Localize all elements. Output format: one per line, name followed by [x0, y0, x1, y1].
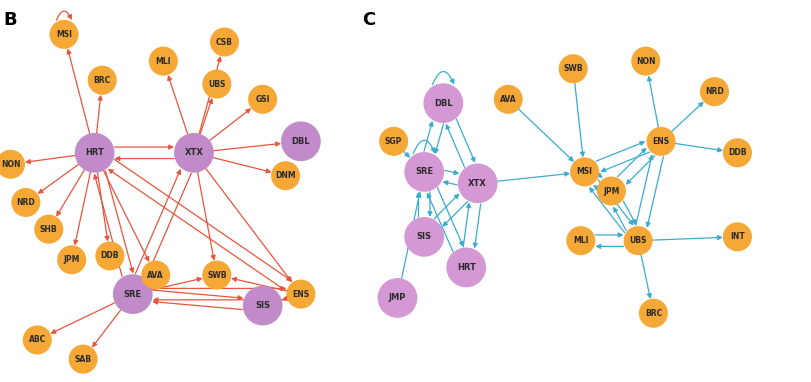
Text: XTX: XTX: [184, 148, 203, 157]
Text: DBL: DBL: [433, 99, 452, 108]
Text: INT: INT: [729, 232, 744, 241]
FancyArrowPatch shape: [413, 140, 434, 154]
Text: MSI: MSI: [576, 167, 592, 176]
Circle shape: [34, 215, 63, 244]
Text: SIS: SIS: [255, 301, 270, 310]
Text: BRC: BRC: [93, 76, 111, 85]
Circle shape: [271, 161, 300, 190]
Text: ENS: ENS: [292, 290, 309, 299]
Circle shape: [646, 127, 675, 156]
Circle shape: [113, 274, 152, 314]
Circle shape: [202, 261, 231, 290]
Circle shape: [281, 121, 320, 161]
Text: JPM: JPM: [63, 255, 79, 264]
Circle shape: [565, 226, 594, 255]
Text: SWB: SWB: [207, 270, 226, 280]
Circle shape: [558, 54, 587, 83]
Text: UBS: UBS: [629, 236, 646, 245]
Text: NON: NON: [1, 160, 20, 169]
Circle shape: [722, 138, 751, 167]
Text: JMP: JMP: [388, 293, 406, 303]
Text: DDB: DDB: [101, 251, 119, 261]
Text: BRC: BRC: [644, 309, 661, 318]
Circle shape: [88, 66, 117, 95]
Text: MSI: MSI: [56, 30, 72, 39]
Text: MLI: MLI: [573, 236, 588, 245]
Circle shape: [630, 47, 659, 76]
Text: CSB: CSB: [216, 37, 233, 47]
Text: NRD: NRD: [16, 198, 35, 207]
Circle shape: [286, 280, 315, 309]
Circle shape: [596, 176, 625, 206]
Circle shape: [699, 77, 728, 106]
Circle shape: [174, 133, 213, 173]
Circle shape: [0, 150, 25, 179]
Text: SAB: SAB: [75, 354, 92, 364]
Circle shape: [404, 152, 444, 192]
Text: HRT: HRT: [85, 148, 104, 157]
Text: NON: NON: [635, 57, 654, 66]
Circle shape: [638, 299, 667, 328]
Text: B: B: [3, 11, 17, 29]
Circle shape: [23, 325, 52, 354]
Text: SGP: SGP: [384, 137, 401, 146]
Circle shape: [75, 133, 114, 173]
Circle shape: [377, 278, 417, 318]
Circle shape: [623, 226, 652, 255]
Circle shape: [446, 248, 486, 287]
Text: DNM: DNM: [275, 171, 295, 180]
Text: SRE: SRE: [123, 290, 142, 299]
Text: C: C: [362, 11, 375, 29]
Text: SWB: SWB: [563, 64, 582, 73]
Text: UBS: UBS: [208, 79, 225, 89]
Text: ENS: ENS: [652, 137, 669, 146]
Circle shape: [242, 286, 282, 325]
Circle shape: [457, 163, 497, 203]
Circle shape: [569, 157, 599, 186]
Circle shape: [210, 28, 238, 57]
Circle shape: [722, 222, 751, 251]
Circle shape: [248, 85, 277, 114]
Circle shape: [95, 241, 124, 270]
Text: AVA: AVA: [500, 95, 516, 104]
Text: DBL: DBL: [291, 137, 310, 146]
Circle shape: [57, 245, 86, 274]
Circle shape: [404, 217, 444, 257]
Circle shape: [379, 127, 408, 156]
Text: JPM: JPM: [603, 186, 619, 196]
Circle shape: [202, 70, 231, 99]
Circle shape: [148, 47, 178, 76]
Circle shape: [493, 85, 522, 114]
Text: GSI: GSI: [255, 95, 269, 104]
Circle shape: [423, 83, 462, 123]
FancyArrowPatch shape: [432, 71, 453, 85]
Text: ABC: ABC: [28, 335, 46, 345]
FancyArrowPatch shape: [56, 11, 71, 20]
Circle shape: [49, 20, 79, 49]
Text: AVA: AVA: [148, 270, 164, 280]
Text: DDB: DDB: [727, 148, 746, 157]
Text: MLI: MLI: [156, 57, 171, 66]
Text: HRT: HRT: [457, 263, 475, 272]
Text: XTX: XTX: [468, 179, 487, 188]
Circle shape: [141, 261, 170, 290]
Text: SHB: SHB: [40, 225, 58, 234]
Text: SRE: SRE: [414, 167, 433, 176]
Circle shape: [11, 188, 41, 217]
Text: SIS: SIS: [416, 232, 431, 241]
Circle shape: [69, 345, 97, 374]
Text: NRD: NRD: [704, 87, 723, 96]
